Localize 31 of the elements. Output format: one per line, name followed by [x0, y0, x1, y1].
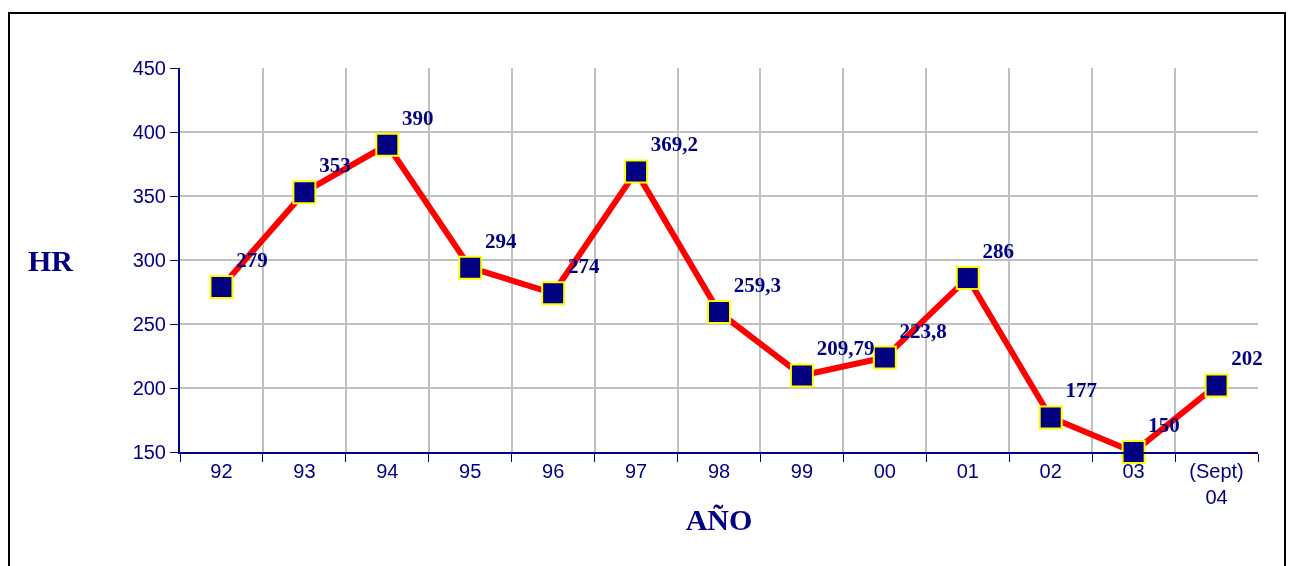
x-tick-label: 99: [790, 460, 814, 482]
data-label: 209,79: [816, 336, 875, 361]
data-label: 294: [484, 228, 517, 253]
data-label: 390: [402, 105, 434, 130]
y-tick-label: 150: [132, 441, 166, 463]
x-tick-label: 94: [376, 460, 399, 482]
x-tick-label: 98: [707, 460, 731, 482]
y-tick-label: 250: [132, 313, 166, 335]
x-axis-title: AÑO: [685, 503, 753, 536]
data-label: 177: [1065, 378, 1097, 403]
data-label: 369,2: [650, 132, 699, 157]
x-tick-label: 92: [210, 460, 233, 482]
y-tick-label: 350: [132, 185, 166, 207]
x-tick-label: 01: [956, 460, 979, 482]
x-tick-label: 02: [1039, 460, 1062, 482]
data-label: 202: [1231, 346, 1263, 371]
y-tick-label: 200: [132, 377, 166, 399]
y-tick-label: 450: [132, 57, 166, 79]
x-tick-label: (Sept) 04: [1189, 460, 1244, 508]
x-tick-label: 96: [542, 460, 565, 482]
data-label: 259,3: [733, 273, 781, 298]
x-tick-label: 93: [293, 460, 316, 482]
data-label: 286: [982, 238, 1015, 263]
x-tick-label: 03: [1122, 460, 1145, 482]
x-tick-label: 97: [624, 460, 648, 482]
x-tick-label: 95: [459, 460, 482, 482]
y-tick-label: 300: [132, 249, 166, 271]
y-axis-title: HR: [28, 244, 74, 277]
data-label: 353: [319, 153, 351, 178]
y-tick-label: 400: [132, 121, 166, 143]
x-tick-label: 00: [873, 460, 896, 482]
